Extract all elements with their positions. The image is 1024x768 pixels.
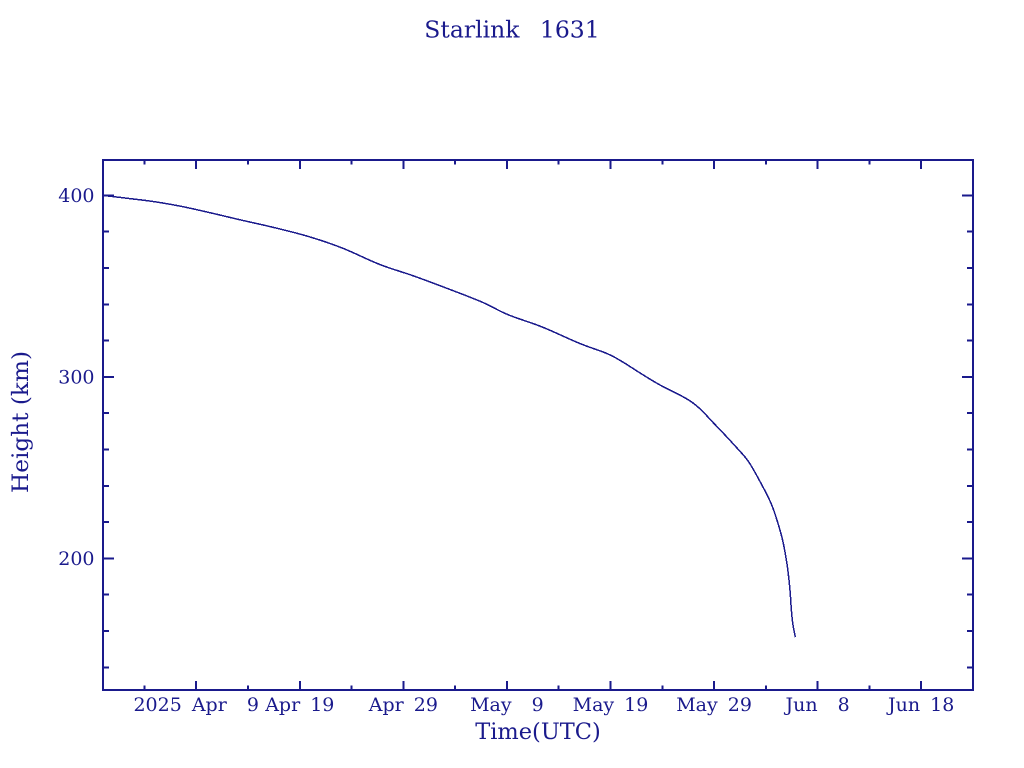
decay-curve	[102, 194, 797, 638]
x-tick-label: Apr 19	[264, 694, 334, 716]
x-tick-label: May 29	[676, 694, 752, 716]
axis-ticks	[104, 161, 972, 689]
y-axis-title: Height (km)	[8, 351, 34, 493]
tick-labels: 2025 Apr 9 Apr 19 Apr 29 May 9 May 19 May 29 J…	[58, 185, 954, 716]
x-tick-label: May 9	[470, 694, 544, 716]
y-tick-label: 200	[58, 548, 94, 570]
x-tick-label: Apr 29	[368, 694, 438, 716]
x-tick-label: Jun 8	[784, 694, 850, 716]
plot-box	[102, 159, 974, 691]
y-tick-label: 400	[58, 185, 94, 207]
x-axis-title: Time(UTC)	[475, 719, 601, 745]
x-tick-label: 2025 Apr 9	[133, 694, 259, 716]
plot-frame	[102, 159, 974, 691]
data-series	[102, 194, 797, 638]
x-tick-label: Jun 18	[886, 694, 954, 716]
x-tick-label: May 19	[573, 694, 649, 716]
chart-title: Starlink 1631	[424, 16, 599, 44]
y-tick-label: 300	[58, 367, 94, 389]
